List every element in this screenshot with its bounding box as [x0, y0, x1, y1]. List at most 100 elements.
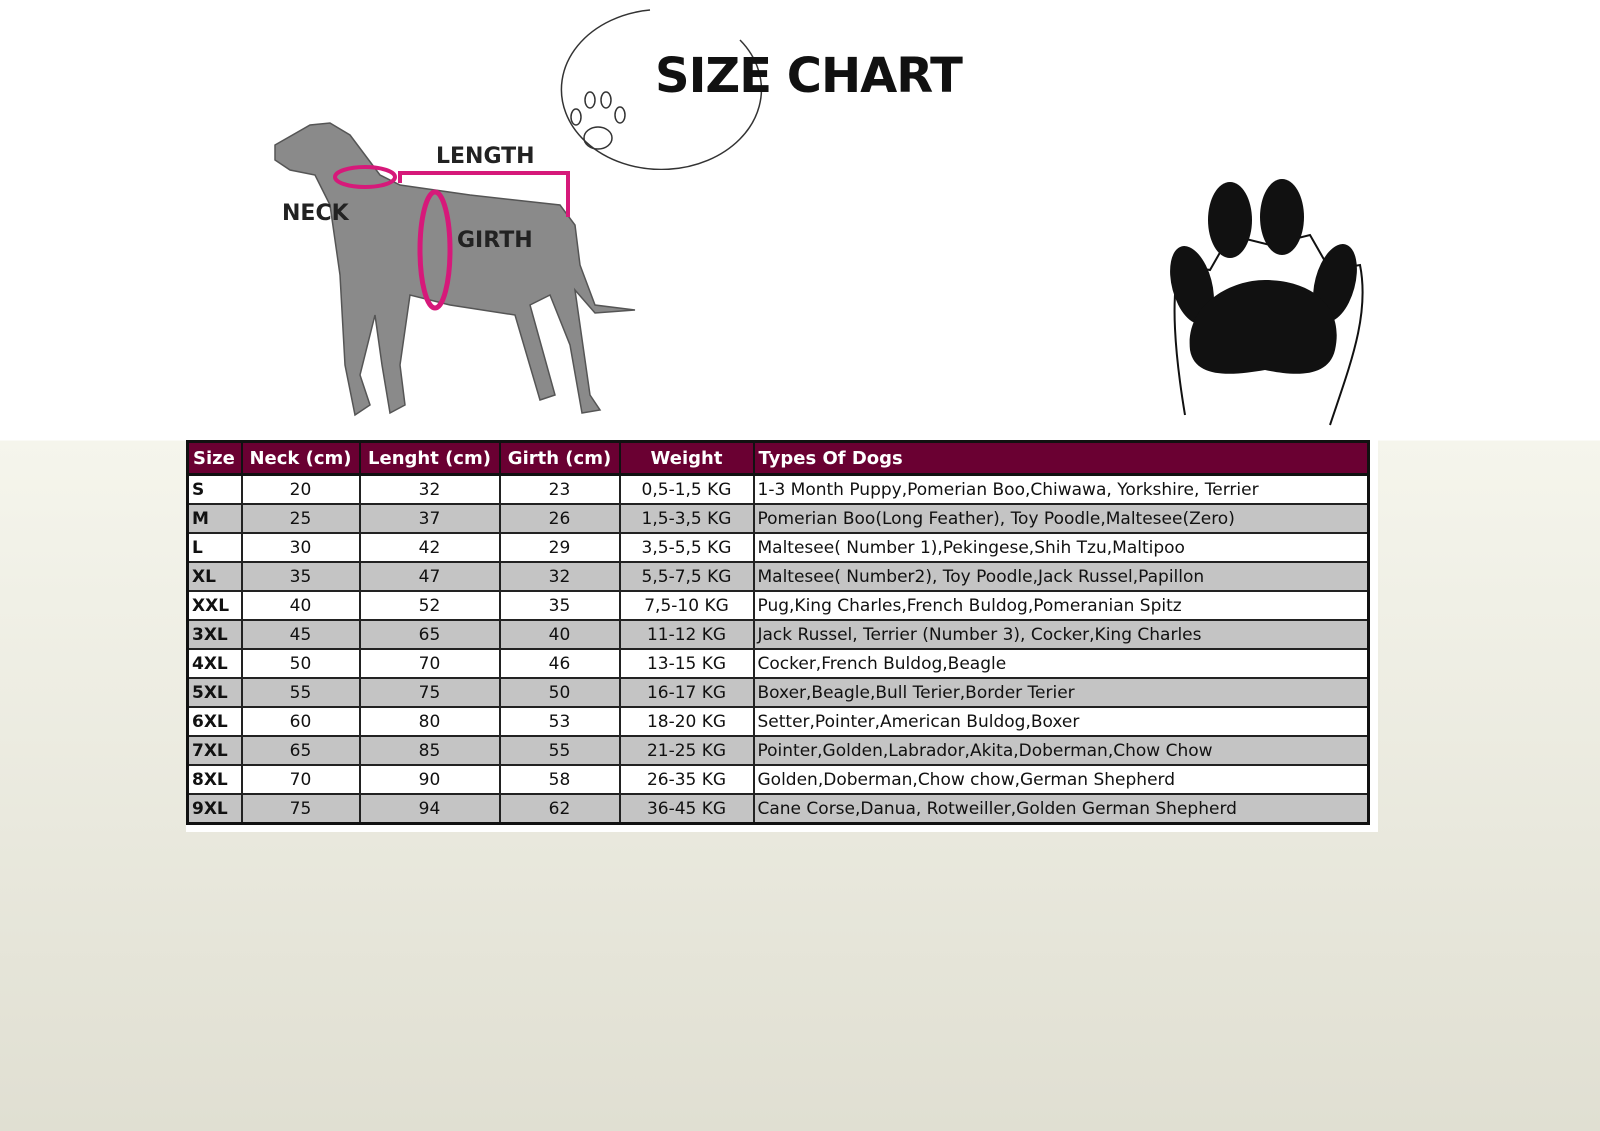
cell-neck: 35: [240, 561, 361, 592]
table-row: 3XL 45 65 40 11-12 KG Jack Russel, Terrier (N…: [186, 619, 1370, 650]
cell-size: 7XL: [186, 735, 243, 766]
table-row: 5XL 55 75 50 16-17 KG Boxer,Beagle,Bull Terie…: [186, 677, 1370, 708]
table-row: 4XL 50 70 46 13-15 KG Cocker,French Buldog,Be…: [186, 648, 1370, 679]
cell-types: Maltesee( Number 1),Pekingese,Shih Tzu,M…: [752, 532, 1370, 563]
paw-outline-icon: [570, 91, 626, 150]
cell-types: Maltesee( Number2), Toy Poodle,Jack Russ…: [752, 561, 1370, 592]
cell-size: 8XL: [186, 764, 243, 795]
cell-girth: 26: [498, 503, 621, 534]
cell-size: S: [186, 473, 243, 505]
cell-length: 47: [358, 561, 501, 592]
cell-types: Pointer,Golden,Labrador,Akita,Doberman,C…: [752, 735, 1370, 766]
cell-length: 42: [358, 532, 501, 563]
cell-weight: 3,5-5,5 KG: [618, 532, 755, 563]
cell-neck: 40: [240, 590, 361, 621]
table-row: 9XL 75 94 62 36-45 KG Cane Corse,Danua, Rotwe…: [186, 793, 1370, 825]
cell-length: 94: [358, 793, 501, 825]
header-types: Types Of Dogs: [753, 441, 1370, 476]
table-row: 8XL 70 90 58 26-35 KG Golden,Doberman,Chow ch…: [186, 764, 1370, 795]
cell-length: 32: [358, 473, 501, 505]
cell-size: 4XL: [186, 648, 243, 679]
cell-size: XL: [186, 561, 243, 592]
cell-neck: 20: [240, 473, 361, 505]
cell-girth: 58: [498, 764, 621, 795]
cell-girth: 53: [498, 706, 621, 737]
cell-length: 52: [358, 590, 501, 621]
table-row: S 20 32 23 0,5-1,5 KG 1-3 Month Puppy,Pomeria…: [186, 473, 1370, 505]
cell-neck: 25: [240, 503, 361, 534]
cell-neck: 65: [240, 735, 361, 766]
table-header-row: Size Neck (cm) Lenght (cm) Girth (cm) Weight…: [187, 441, 1370, 476]
cell-weight: 18-20 KG: [618, 706, 755, 737]
page-title: SIZE CHART: [655, 48, 963, 104]
cell-girth: 50: [498, 677, 621, 708]
cell-size: 3XL: [186, 619, 243, 650]
cell-weight: 0,5-1,5 KG: [618, 473, 755, 505]
cell-weight: 21-25 KG: [618, 735, 755, 766]
table-row: XXL 40 52 35 7,5-10 KG Pug,King Charles,Frenc…: [186, 590, 1370, 621]
cell-types: Boxer,Beagle,Bull Terier,Border Terier: [752, 677, 1370, 708]
cell-girth: 23: [498, 473, 621, 505]
cell-size: 9XL: [186, 793, 243, 825]
header-length: Lenght (cm): [359, 441, 501, 476]
header-size: Size: [187, 441, 243, 476]
size-table-container: Size Neck (cm) Lenght (cm) Girth (cm) Weight…: [186, 440, 1378, 832]
cell-weight: 11-12 KG: [618, 619, 755, 650]
header-neck: Neck (cm): [241, 441, 361, 476]
cell-girth: 62: [498, 793, 621, 825]
cell-types: Golden,Doberman,Chow chow,German Shepher…: [752, 764, 1370, 795]
cell-types: Pug,King Charles,French Buldog,Pomerania…: [752, 590, 1370, 621]
cell-length: 75: [358, 677, 501, 708]
length-label: LENGTH: [436, 144, 535, 169]
cell-neck: 55: [240, 677, 361, 708]
table-row: M 25 37 26 1,5-3,5 KG Pomerian Boo(Long Feath…: [186, 503, 1370, 534]
header-weight: Weight: [619, 441, 755, 476]
cell-types: Setter,Pointer,American Buldog,Boxer: [752, 706, 1370, 737]
dog-illustration: LENGTH NECK GIRTH: [274, 122, 636, 417]
cell-neck: 60: [240, 706, 361, 737]
table-row: 7XL 65 85 55 21-25 KG Pointer,Golden,Labrador…: [186, 735, 1370, 766]
cell-length: 90: [358, 764, 501, 795]
cell-girth: 55: [498, 735, 621, 766]
paw-print-icon: [1170, 179, 1364, 426]
cell-size: L: [186, 532, 243, 563]
cell-length: 70: [358, 648, 501, 679]
table-row: 6XL 60 80 53 18-20 KG Setter,Pointer,American…: [186, 706, 1370, 737]
cell-types: Cane Corse,Danua, Rotweiller,Golden Germ…: [752, 793, 1370, 825]
cell-types: 1-3 Month Puppy,Pomerian Boo,Chiwawa, Yo…: [752, 473, 1370, 505]
cell-neck: 70: [240, 764, 361, 795]
cell-size: 5XL: [186, 677, 243, 708]
cell-types: Jack Russel, Terrier (Number 3), Cocker,…: [752, 619, 1370, 650]
cell-girth: 29: [498, 532, 621, 563]
cell-size: M: [186, 503, 243, 534]
cell-neck: 75: [240, 793, 361, 825]
cell-length: 85: [358, 735, 501, 766]
cell-length: 80: [358, 706, 501, 737]
cell-size: 6XL: [186, 706, 243, 737]
neck-label: NECK: [282, 201, 350, 226]
cell-types: Pomerian Boo(Long Feather), Toy Poodle,M…: [752, 503, 1370, 534]
size-table: Size Neck (cm) Lenght (cm) Girth (cm) Weight…: [186, 440, 1370, 825]
cell-neck: 30: [240, 532, 361, 563]
cell-girth: 32: [498, 561, 621, 592]
cell-length: 65: [358, 619, 501, 650]
cell-weight: 7,5-10 KG: [618, 590, 755, 621]
cell-girth: 46: [498, 648, 621, 679]
cell-weight: 1,5-3,5 KG: [618, 503, 755, 534]
circle-paw-logo: [560, 9, 763, 170]
cell-neck: 45: [240, 619, 361, 650]
cell-weight: 26-35 KG: [618, 764, 755, 795]
cell-girth: 35: [498, 590, 621, 621]
table-row: L 30 42 29 3,5-5,5 KG Maltesee( Number 1),Pek…: [186, 532, 1370, 563]
cell-length: 37: [358, 503, 501, 534]
cell-girth: 40: [498, 619, 621, 650]
cell-weight: 5,5-7,5 KG: [618, 561, 755, 592]
cell-weight: 13-15 KG: [618, 648, 755, 679]
cell-neck: 50: [240, 648, 361, 679]
cell-weight: 36-45 KG: [618, 793, 755, 825]
cell-types: Cocker,French Buldog,Beagle: [752, 648, 1370, 679]
cell-weight: 16-17 KG: [618, 677, 755, 708]
cell-size: XXL: [186, 590, 243, 621]
table-row: XL 35 47 32 5,5-7,5 KG Maltesee( Number2), To…: [186, 561, 1370, 592]
header-girth: Girth (cm): [499, 441, 621, 476]
